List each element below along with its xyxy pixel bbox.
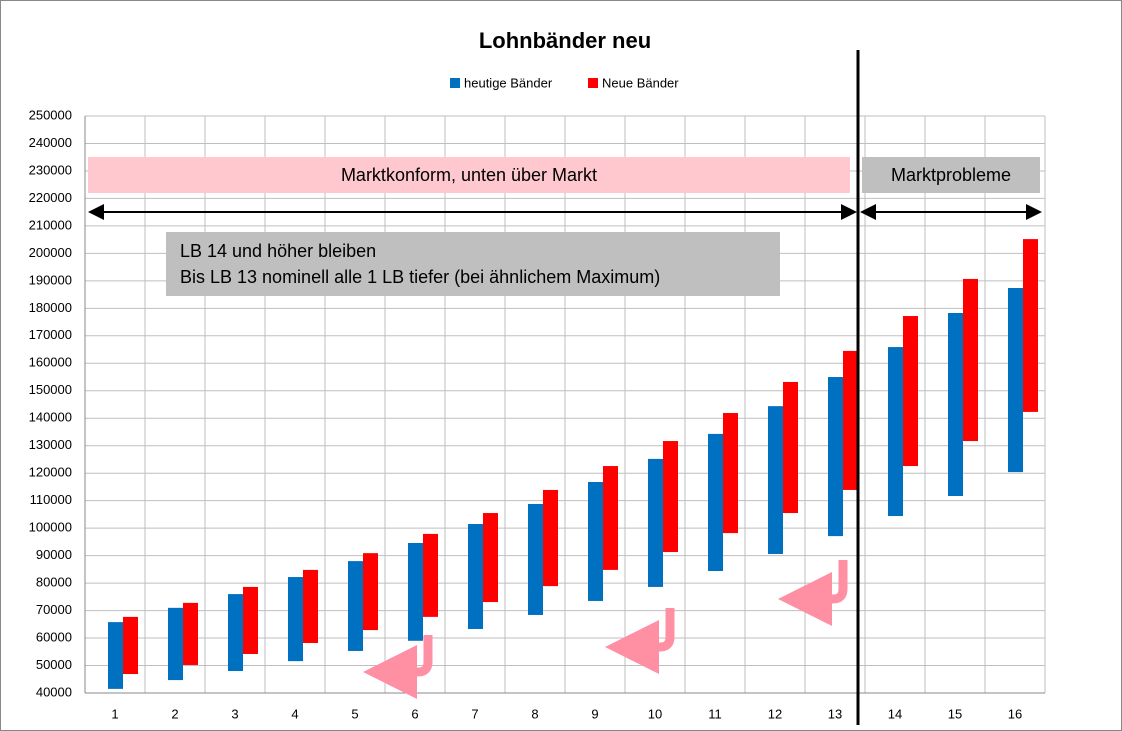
x-tick-label: 4 [291, 706, 298, 721]
bar [783, 381, 798, 514]
shift-arrows [363, 560, 848, 699]
y-tick-label: 90000 [36, 547, 72, 562]
bar [768, 406, 783, 554]
x-tick-label: 15 [948, 706, 962, 721]
y-tick-label: 60000 [36, 629, 72, 644]
y-tick-label: 40000 [36, 684, 72, 699]
bar [303, 569, 318, 643]
bar [468, 524, 483, 629]
y-tick-label: 120000 [29, 465, 72, 480]
legend-label: Neue Bänder [602, 75, 679, 90]
x-tick-label: 13 [828, 706, 842, 721]
y-tick-label: 80000 [36, 575, 72, 590]
x-tick-label: 11 [708, 706, 722, 721]
chart-title: Lohnbänder neu [479, 28, 651, 53]
y-tick-label: 200000 [29, 245, 72, 260]
y-tick-label: 240000 [29, 135, 72, 150]
bar [1023, 239, 1038, 412]
y-tick-label: 70000 [36, 602, 72, 617]
bar [408, 542, 423, 641]
annotation-box [88, 157, 850, 193]
y-tick-label: 150000 [29, 382, 72, 397]
annotation-box [166, 232, 780, 296]
bar [528, 503, 543, 615]
annotation: Bis LB 13 nominell alle 1 LB tiefer (bei… [180, 267, 660, 287]
bar [183, 602, 198, 665]
bar [363, 553, 378, 631]
legend: heutige Bänder Neue Bänder [450, 75, 679, 90]
bar [243, 586, 258, 654]
y-tick-label: 170000 [29, 327, 72, 342]
y-tick-label: 100000 [29, 520, 72, 535]
bar [843, 350, 858, 490]
bar [423, 533, 438, 617]
bar [723, 413, 738, 534]
bar [708, 433, 723, 572]
legend-swatch [450, 78, 460, 88]
bar [588, 481, 603, 601]
bar [963, 278, 978, 442]
y-tick-label: 230000 [29, 162, 72, 177]
bar [888, 347, 903, 517]
x-tick-label: 6 [411, 706, 418, 721]
bar [948, 313, 963, 496]
x-tick-label: 5 [351, 706, 358, 721]
bar [1008, 288, 1023, 473]
x-tick-label: 2 [171, 706, 178, 721]
bar [828, 377, 843, 537]
y-tick-label: 190000 [29, 272, 72, 287]
y-tick-label: 50000 [36, 657, 72, 672]
legend-swatch [588, 78, 598, 88]
annotation-box [862, 157, 1040, 193]
y-tick-label: 160000 [29, 355, 72, 370]
bar [228, 594, 243, 672]
x-tick-label: 7 [471, 706, 478, 721]
legend-label: heutige Bänder [464, 75, 553, 90]
plot-area: 40000 50000 60000 70000 80000 90000 100000 1100… [29, 107, 1046, 721]
x-tick-label: 16 [1008, 706, 1022, 721]
y-tick-label: 220000 [29, 190, 72, 205]
y-tick-label: 110000 [30, 492, 72, 507]
bar [168, 607, 183, 681]
x-tick-label: 3 [231, 706, 238, 721]
y-tick-label: 210000 [29, 217, 72, 232]
bar [483, 513, 498, 603]
x-tick-label: 12 [768, 706, 782, 721]
bar [348, 561, 363, 651]
x-tick-label: 1 [111, 706, 118, 721]
bar [903, 316, 918, 467]
y-tick-label: 250000 [29, 107, 72, 122]
x-tick-label: 14 [888, 706, 902, 721]
bar [288, 577, 303, 662]
annotation: LB 14 und höher bleiben [180, 241, 376, 261]
bar [543, 489, 558, 587]
y-tick-label: 130000 [29, 437, 72, 452]
x-tick-label: 8 [531, 706, 538, 721]
x-tick-label: 9 [591, 706, 598, 721]
x-tick-label: 10 [648, 706, 662, 721]
y-tick-label: 180000 [29, 300, 72, 315]
bar [648, 458, 663, 587]
bar [123, 616, 138, 675]
annotation: Marktprobleme [891, 165, 1011, 185]
y-tick-label: 140000 [29, 410, 72, 425]
bar [603, 466, 618, 570]
annotation: Marktkonform, unten über Markt [341, 165, 597, 185]
bar [108, 622, 123, 689]
bar [663, 441, 678, 553]
